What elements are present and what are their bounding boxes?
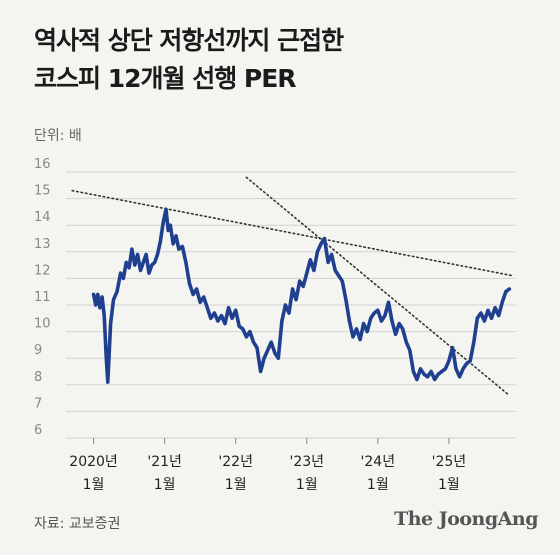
x-tick-label-3: '23년 <box>289 454 324 470</box>
brand-logo: The JoongAng <box>394 508 538 530</box>
x-tick-label-4: '24년 <box>361 454 396 470</box>
title-line-1: 역사적 상단 저항선까지 근접한 <box>34 26 344 55</box>
trendline-2 <box>245 176 511 397</box>
source-label: 자료: 교보증권 <box>34 516 121 532</box>
trendline-1 <box>71 189 514 277</box>
x-tick-label-0: 2020년 <box>69 454 118 470</box>
x-tick-sublabel-3: 1월 <box>296 477 318 493</box>
y-tick-label-8: 14 <box>34 210 51 225</box>
y-tick-label-1: 7 <box>34 396 42 411</box>
x-tick-sublabel-5: 1월 <box>438 477 460 493</box>
x-tick-sublabel-2: 1월 <box>225 477 247 493</box>
y-tick-label-3: 9 <box>34 343 42 358</box>
x-tick-sublabel-4: 1월 <box>367 477 389 493</box>
y-tick-label-0: 6 <box>34 423 42 438</box>
y-tick-label-10: 16 <box>34 157 51 172</box>
series-line-0 <box>91 207 512 384</box>
y-tick-label-5: 11 <box>34 290 51 305</box>
x-tick-label-2: '22년 <box>218 454 253 470</box>
y-tick-label-4: 10 <box>34 317 51 332</box>
x-tick-label-5: '25년 <box>432 454 467 470</box>
y-tick-label-7: 13 <box>34 237 51 252</box>
x-tick-sublabel-1: 1월 <box>154 477 176 493</box>
y-tick-label-2: 8 <box>34 370 42 385</box>
title-line-2: 코스피 12개월 선행 PER <box>34 64 297 93</box>
chart-title: 역사적 상단 저항선까지 근접한 코스피 12개월 선행 PER <box>34 22 344 98</box>
y-tick-label-9: 15 <box>34 184 51 199</box>
unit-label: 단위: 배 <box>34 128 82 144</box>
x-tick-sublabel-0: 1월 <box>83 477 105 493</box>
y-tick-label-6: 12 <box>34 263 51 278</box>
x-tick-label-1: '21년 <box>147 454 182 470</box>
